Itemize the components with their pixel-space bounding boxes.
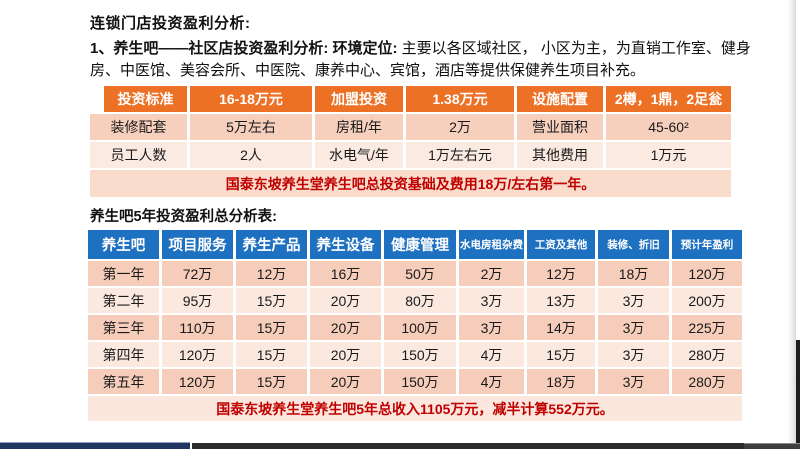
table-row-year5: 第五年 120万 15万 20万 150万 4万 18万 3万 280万 (88, 369, 742, 394)
table-row-year1: 第一年 72万 12万 16万 50万 2万 12万 18万 120万 (88, 261, 742, 286)
table-cell: 15万 (236, 288, 307, 313)
table-cell: 15万 (236, 342, 307, 367)
bottom-bar-navy-segment (0, 442, 190, 449)
table-cell: 225万 (672, 315, 742, 340)
table-cell: 20万 (310, 288, 381, 313)
table-cell: 20万 (310, 342, 381, 367)
table-cell: 2万 (406, 114, 514, 140)
table-cell: 150万 (384, 342, 456, 367)
header-cell: 健康管理 (384, 230, 456, 259)
table-cell: 18万 (598, 261, 669, 286)
table-cell: 3万 (459, 288, 524, 313)
header-cell: 投资标准 (104, 86, 187, 112)
table-row-year4: 第四年 120万 15万 20万 150万 4万 15万 3万 280万 (88, 342, 742, 367)
intro-lead: 1、养生吧——社区店投资盈利分析: 环境定位: (90, 40, 402, 57)
table-cell: 1万元 (606, 142, 731, 168)
bottom-bar-light-segment (744, 443, 800, 449)
right-frame-bar (796, 340, 800, 449)
investment-table-header-row: 投资标准 16-18万元 加盟投资 1.38万元 设施配置 2樽，1鼎，2足瓮 (104, 86, 731, 112)
header-cell: 养生吧 (88, 230, 159, 259)
table-cell: 200万 (672, 288, 742, 313)
window-edge-shadow (788, 0, 796, 443)
table-cell: 15万 (527, 342, 595, 367)
table-row-year3: 第三年 110万 15万 20万 100万 3万 14万 3万 225万 (88, 315, 742, 340)
table-cell: 15万 (236, 369, 307, 394)
investment-table: 投资标准 16-18万元 加盟投资 1.38万元 设施配置 2樽，1鼎，2足瓮 … (90, 86, 731, 197)
table-cell: 1万左右元 (406, 142, 514, 168)
table-cell: 150万 (384, 369, 456, 394)
table-cell: 12万 (236, 261, 307, 286)
table-cell: 18万 (527, 369, 595, 394)
five-year-profit-table: 养生吧 项目服务 养生产品 养生设备 健康管理 水电房租杂费 工资及其他 装修、… (88, 230, 742, 421)
table-cell: 房租/年 (315, 114, 403, 140)
table-cell: 120万 (162, 342, 233, 367)
table-cell: 100万 (384, 315, 456, 340)
table-cell: 员工人数 (90, 142, 187, 168)
table-cell: 95万 (162, 288, 233, 313)
table-cell: 3万 (598, 342, 669, 367)
header-cell: 装修、折旧 (598, 230, 669, 259)
table-cell: 14万 (527, 315, 595, 340)
table-cell: 3万 (598, 288, 669, 313)
table-cell: 第四年 (88, 342, 159, 367)
header-cell: 工资及其他 (527, 230, 595, 259)
table-cell: 第一年 (88, 261, 159, 286)
table-cell: 72万 (162, 261, 233, 286)
table-cell: 20万 (310, 315, 381, 340)
table-cell: 2万 (459, 261, 524, 286)
table-cell: 3万 (598, 315, 669, 340)
table-row: 装修配套 5万左右 房租/年 2万 营业面积 45-60² (90, 114, 731, 140)
profit-table-title: 养生吧5年投资盈利总分析表: (90, 209, 277, 225)
table-cell: 3万 (459, 315, 524, 340)
table-cell: 第三年 (88, 315, 159, 340)
investment-summary-note: 国泰东坡养生堂养生吧总投资基础及费用18万/左右第一年。 (90, 170, 731, 197)
table-cell: 水电气/年 (315, 142, 403, 168)
table-cell: 2人 (190, 142, 312, 168)
table-cell: 280万 (672, 342, 742, 367)
table-row: 员工人数 2人 水电气/年 1万左右元 其他费用 1万元 (90, 142, 731, 168)
table-cell: 120万 (672, 261, 742, 286)
header-cell: 设施配置 (517, 86, 603, 112)
table-cell: 其他费用 (517, 142, 603, 168)
table-cell: 120万 (162, 369, 233, 394)
bottom-bar-dark-segment (192, 443, 744, 449)
table-cell: 15万 (236, 315, 307, 340)
table-cell: 16万 (310, 261, 381, 286)
header-cell: 1.38万元 (406, 86, 514, 112)
table-cell: 4万 (459, 369, 524, 394)
intro-paragraph: 1、养生吧——社区店投资盈利分析: 环境定位: 主要以各区域社区， 小区为主，为… (90, 38, 766, 82)
table-cell: 第二年 (88, 288, 159, 313)
table-cell: 3万 (598, 369, 669, 394)
header-cell: 养生产品 (236, 230, 307, 259)
table-cell: 5万左右 (190, 114, 312, 140)
table-cell: 80万 (384, 288, 456, 313)
table-cell: 20万 (310, 369, 381, 394)
table-cell: 装修配套 (90, 114, 187, 140)
table-cell: 280万 (672, 369, 742, 394)
table-cell: 13万 (527, 288, 595, 313)
header-cell: 16-18万元 (190, 86, 312, 112)
header-cell: 2樽，1鼎，2足瓮 (606, 86, 731, 112)
header-cell: 水电房租杂费 (459, 230, 524, 259)
header-cell: 养生设备 (310, 230, 381, 259)
table-cell: 12万 (527, 261, 595, 286)
header-cell: 加盟投资 (315, 86, 403, 112)
profit-summary-note: 国泰东坡养生堂养生吧5年总收入1105万元，减半计算552万元。 (88, 396, 742, 421)
table-cell: 营业面积 (517, 114, 603, 140)
header-cell: 预计年盈利 (672, 230, 742, 259)
table-cell: 第五年 (88, 369, 159, 394)
profit-table-header-row: 养生吧 项目服务 养生产品 养生设备 健康管理 水电房租杂费 工资及其他 装修、… (88, 230, 742, 259)
table-cell: 50万 (384, 261, 456, 286)
table-cell: 4万 (459, 342, 524, 367)
header-cell: 项目服务 (162, 230, 233, 259)
table-cell: 45-60² (606, 114, 731, 140)
intro-text: 主要以各区域社区， 小区为主，为直销工作室、健身房、中医馆、美容会所、中医院、康… (90, 40, 751, 79)
table-row-year2: 第二年 95万 15万 20万 80万 3万 13万 3万 200万 (88, 288, 742, 313)
table-cell: 110万 (162, 315, 233, 340)
page-title: 连锁门店投资盈利分析: (90, 15, 251, 32)
